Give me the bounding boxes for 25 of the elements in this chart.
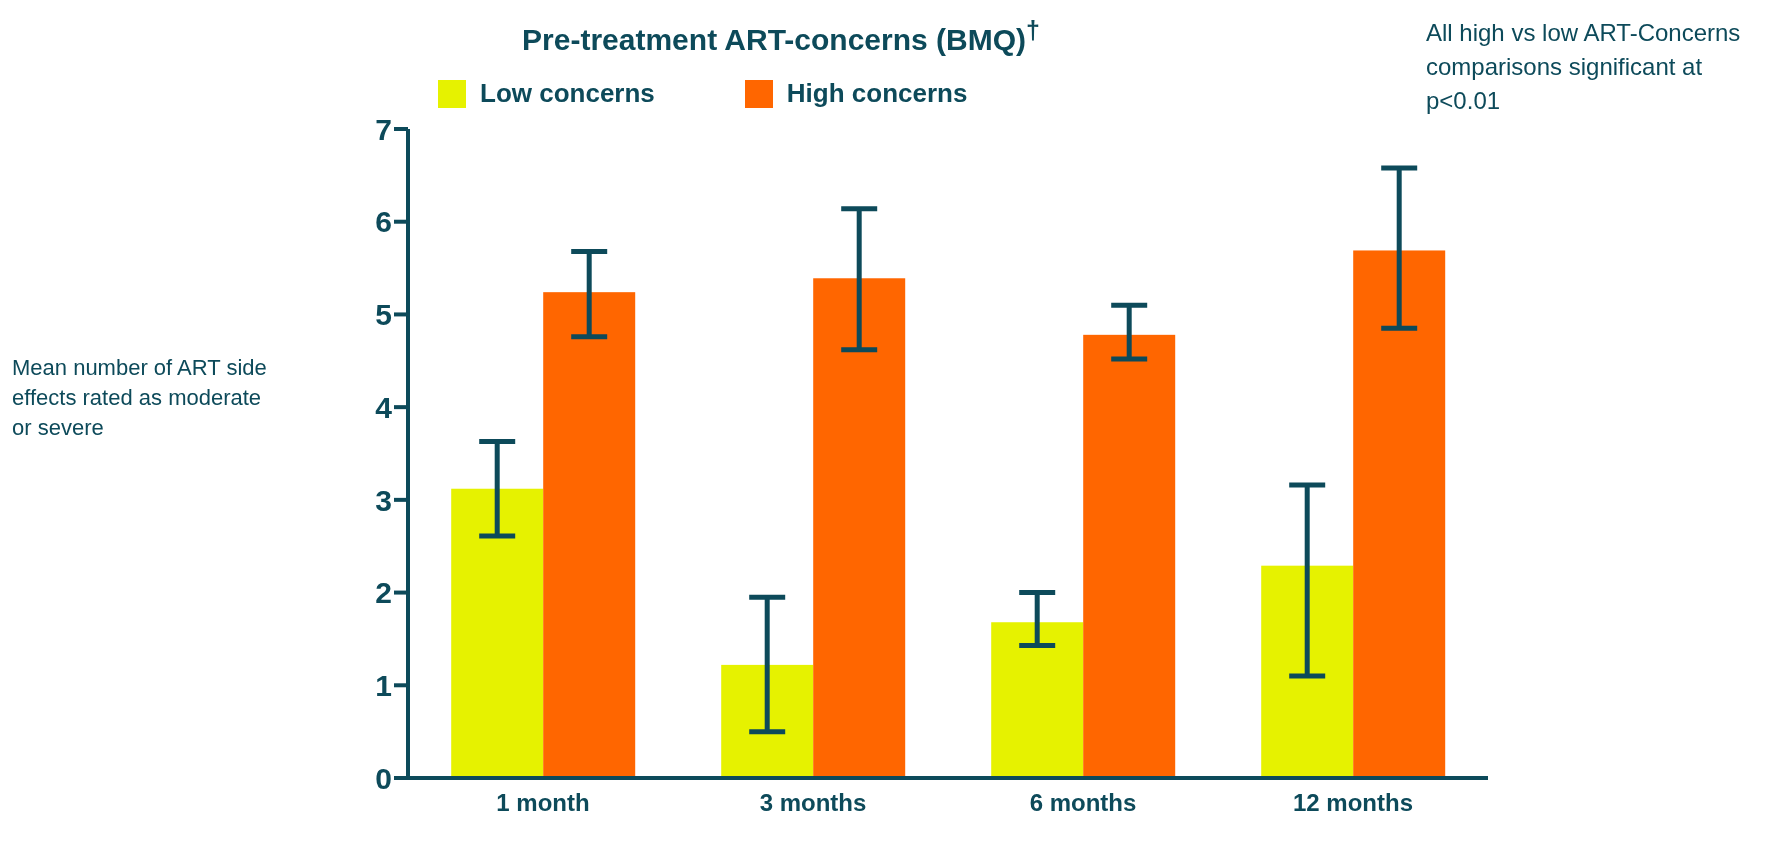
y-axis-title: Mean number of ART side effects rated as moderate or severe — [12, 354, 268, 442]
x-tick-label: 3 months — [759, 789, 867, 817]
y-tick-label: 2 — [375, 576, 392, 610]
x-tick-label: 12 months — [1292, 789, 1414, 817]
y-tick-label: 4 — [375, 390, 393, 424]
y-tick-label: 7 — [375, 112, 392, 146]
y-tick-label: 1 — [375, 668, 392, 702]
x-tick-label: 1 month — [496, 789, 590, 817]
bar — [721, 664, 814, 778]
legend-label: High concerns — [786, 78, 968, 109]
y-tick-label: 5 — [375, 298, 392, 332]
bar — [1083, 334, 1176, 778]
y-tick-label: 6 — [375, 205, 392, 239]
bar — [813, 278, 906, 778]
bar — [451, 488, 544, 778]
bar — [1353, 250, 1446, 778]
text: All high vs low ART-Concerns comparisons significant at p<0.01 — [1426, 18, 1742, 116]
x-tick-label: 6 months — [1029, 789, 1137, 817]
legend-label: Low concerns — [480, 78, 655, 109]
bar — [543, 292, 636, 778]
bar — [1261, 565, 1354, 778]
chart-title: Pre-treatment ART-concerns (BMQ)$^{†}$ — [521, 16, 1041, 57]
y-tick-label: 3 — [375, 483, 392, 517]
bar — [991, 622, 1084, 778]
y-tick-label: 0 — [375, 761, 392, 795]
